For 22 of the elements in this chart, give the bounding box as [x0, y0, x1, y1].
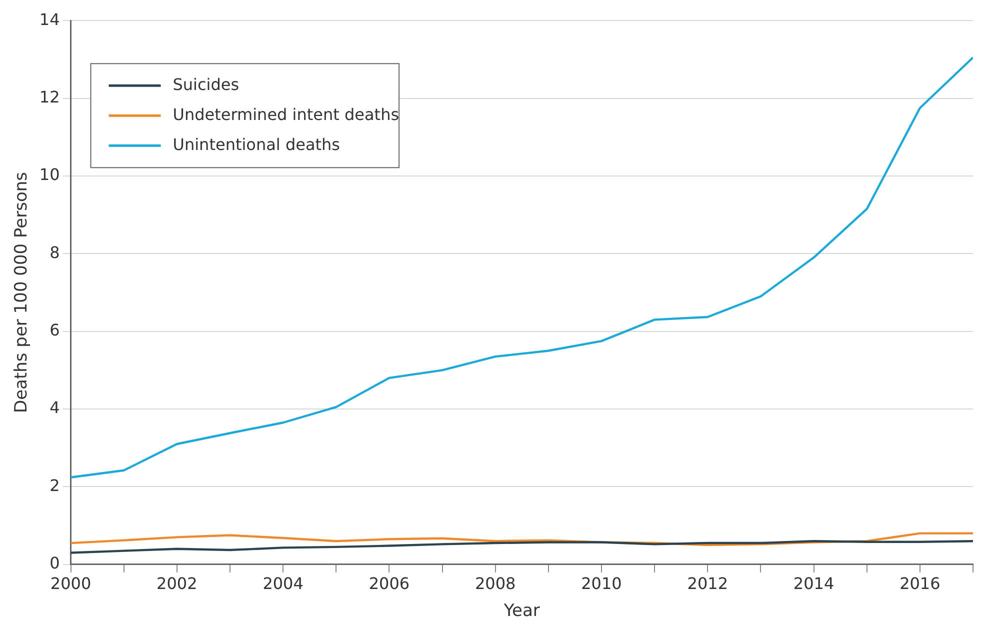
- x-tick-label: 2004: [262, 574, 304, 594]
- x-tick-label: 2016: [900, 574, 940, 594]
- y-tick-label: 14: [39, 10, 60, 29]
- x-tick-label: 2008: [474, 574, 516, 594]
- legend-label: Undetermined intent deaths: [172, 104, 400, 124]
- x-tick-label: 2010: [581, 574, 622, 594]
- x-tick-label: 2002: [156, 574, 198, 594]
- y-axis-title: Deaths per 100 000 Persons: [12, 172, 32, 413]
- x-tick-label: 2006: [368, 574, 410, 594]
- y-tick-label: 8: [50, 242, 60, 262]
- y-tick-label: 10: [39, 165, 60, 184]
- legend-label: Unintentional deaths: [172, 134, 340, 154]
- y-tick-label: 12: [39, 87, 60, 106]
- y-tick-label: 2: [50, 476, 60, 495]
- legend-label: Suicides: [172, 74, 240, 94]
- y-tick-label: 0: [50, 554, 60, 573]
- x-tick-label: 2012: [687, 574, 728, 594]
- x-tick-label: 2000: [50, 574, 92, 594]
- y-tick-label: 6: [50, 320, 60, 340]
- x-tick-label: 2014: [793, 574, 834, 594]
- x-axis-title: Year: [502, 601, 540, 622]
- y-tick-label: 4: [50, 398, 60, 418]
